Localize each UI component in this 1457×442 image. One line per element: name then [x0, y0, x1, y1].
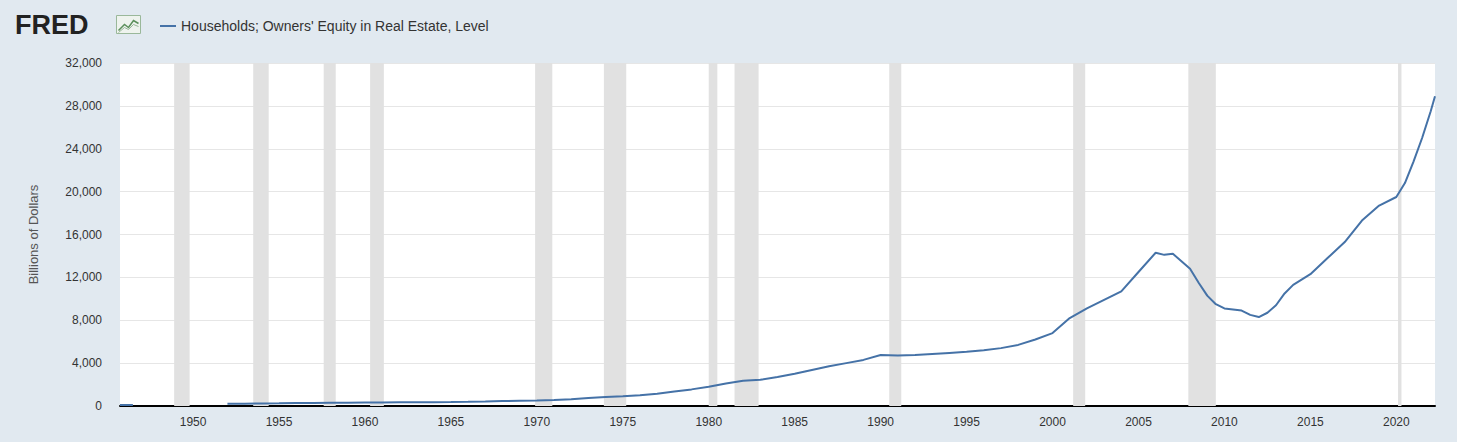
svg-text:FRED: FRED: [15, 10, 89, 40]
svg-text:2000: 2000: [1039, 415, 1066, 429]
svg-text:2020: 2020: [1383, 415, 1410, 429]
svg-text:2015: 2015: [1297, 415, 1324, 429]
svg-text:28,000: 28,000: [65, 99, 102, 113]
svg-text:1970: 1970: [523, 415, 550, 429]
svg-text:1995: 1995: [953, 415, 980, 429]
svg-text:0: 0: [95, 399, 102, 413]
svg-text:8,000: 8,000: [72, 313, 102, 327]
svg-text:20,000: 20,000: [65, 185, 102, 199]
svg-text:32,000: 32,000: [65, 56, 102, 70]
svg-text:2005: 2005: [1125, 415, 1152, 429]
svg-text:Households; Owners' Equity in: Households; Owners' Equity in Real Estat…: [181, 18, 489, 34]
svg-text:12,000: 12,000: [65, 270, 102, 284]
svg-text:16,000: 16,000: [65, 228, 102, 242]
svg-text:1980: 1980: [695, 415, 722, 429]
svg-text:1950: 1950: [180, 415, 207, 429]
svg-text:Billions of Dollars: Billions of Dollars: [26, 184, 41, 284]
svg-text:24,000: 24,000: [65, 142, 102, 156]
svg-text:1975: 1975: [609, 415, 636, 429]
svg-text:1965: 1965: [438, 415, 465, 429]
svg-text:1960: 1960: [352, 415, 379, 429]
svg-text:1985: 1985: [781, 415, 808, 429]
svg-text:1955: 1955: [266, 415, 293, 429]
svg-text:1990: 1990: [867, 415, 894, 429]
svg-text:4,000: 4,000: [72, 356, 102, 370]
svg-text:2010: 2010: [1211, 415, 1238, 429]
